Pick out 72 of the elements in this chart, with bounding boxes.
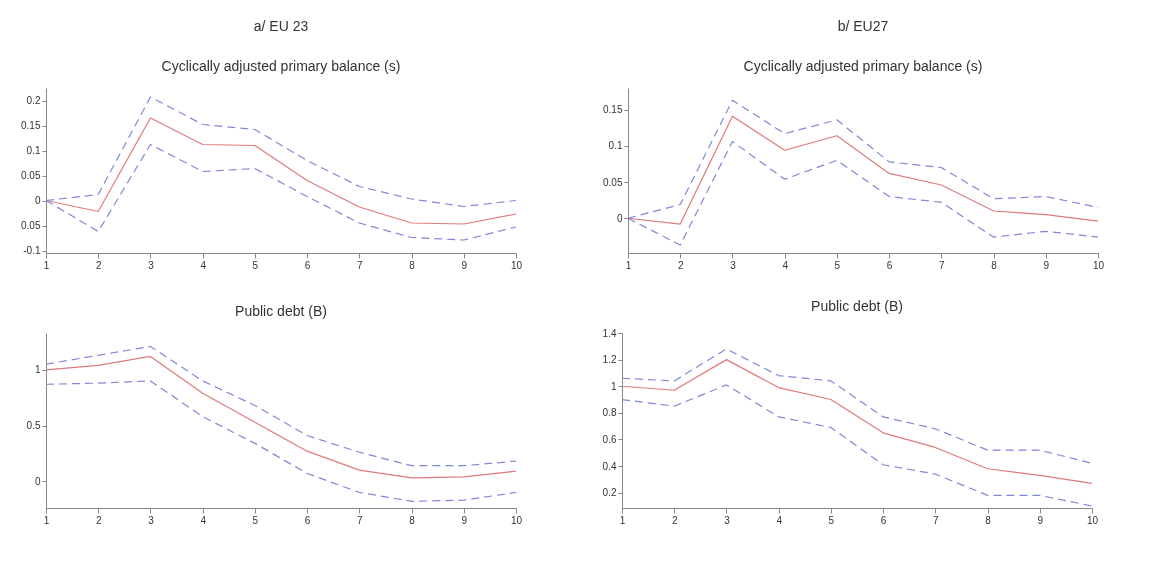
x-tick-label: 5 — [828, 514, 835, 526]
chart-subtitle: Cyclically adjusted primary balance (s) — [743, 58, 983, 74]
x-tick-label: 3 — [730, 259, 737, 271]
x-tick-label: 3 — [148, 514, 155, 526]
y-tick-label: 1 — [34, 364, 41, 376]
line-series — [45, 355, 517, 479]
y-tick-label: 0.05 — [21, 170, 41, 181]
x-tick-label: 6 — [886, 259, 893, 271]
x-tick-label: 4 — [200, 259, 207, 271]
y-tick-label: 0.05 — [21, 220, 41, 231]
chart-subtitle: Cyclically adjusted primary balance (s) — [161, 58, 401, 74]
x-tick-label: 4 — [782, 259, 789, 271]
x-tick-label: 2 — [95, 514, 102, 526]
x-tick-label: 3 — [148, 259, 155, 271]
line-series — [621, 348, 1093, 465]
y-tick-label: 0.05 — [603, 176, 623, 188]
x-tick-label: 5 — [834, 259, 841, 271]
y-tick-label: 0 — [34, 475, 41, 487]
x-tick-label: 2 — [95, 259, 102, 271]
x-tick-label: 2 — [677, 259, 684, 271]
chart-title: Public debt (B) — [811, 298, 903, 314]
y-tick-label: 0.1 — [608, 140, 623, 152]
y-tick-label: 1.4 — [602, 327, 617, 339]
x-tick-label: 10 — [510, 514, 523, 526]
x-tick-label: 9 — [461, 514, 468, 526]
y-tick-label: 0.2 — [602, 487, 617, 499]
x-tick-label: 8 — [991, 259, 998, 271]
x-tick-label: 8 — [985, 514, 992, 526]
x-tick-label: 9 — [461, 259, 468, 271]
x-tick-label: 10 — [1086, 514, 1099, 526]
x-tick-label: 3 — [724, 514, 731, 526]
y-tick-label: 0.2 — [26, 95, 41, 106]
chart-title: b/ EU27 — [837, 18, 889, 34]
x-tick-label: 10 — [1092, 259, 1105, 271]
x-tick-label: 1 — [43, 514, 50, 526]
y-tick-label: 0.8 — [602, 407, 617, 419]
y-tick-label: 0 — [616, 212, 623, 224]
y-tick-label: 0 — [34, 195, 41, 206]
y-tick-label: 0.6 — [602, 433, 617, 445]
chart-title: a/ EU 23 — [253, 18, 309, 34]
y-tick-label: 0.5 — [26, 420, 41, 432]
line-series — [621, 359, 1093, 484]
x-tick-label: 6 — [304, 514, 311, 526]
y-tick-label: 0.4 — [602, 460, 617, 472]
x-tick-label: 9 — [1037, 514, 1044, 526]
y-tick-label: 1.2 — [602, 354, 617, 366]
line-series — [627, 115, 1099, 225]
x-tick-label: 1 — [43, 259, 50, 271]
x-tick-label: 5 — [252, 514, 259, 526]
x-tick-label: 8 — [409, 259, 416, 271]
x-tick-label: 10 — [510, 259, 523, 271]
x-tick-label: 7 — [939, 259, 946, 271]
x-tick-label: 2 — [671, 514, 678, 526]
y-tick-label: -0.1 — [23, 245, 41, 256]
x-tick-label: 7 — [357, 259, 364, 271]
x-tick-label: 1 — [625, 259, 632, 271]
x-tick-label: 9 — [1043, 259, 1050, 271]
x-tick-label: 4 — [200, 514, 207, 526]
y-tick-label: 0.15 — [603, 104, 623, 116]
y-tick-label: 1 — [610, 380, 617, 392]
chart-title: Public debt (B) — [235, 303, 327, 319]
y-tick-label: 0.1 — [26, 145, 41, 156]
x-tick-label: 8 — [409, 514, 416, 526]
line-series — [45, 345, 517, 467]
x-tick-label: 6 — [880, 514, 887, 526]
x-tick-label: 7 — [357, 514, 364, 526]
y-tick-label: 0.15 — [21, 120, 41, 131]
x-tick-label: 5 — [252, 259, 259, 271]
x-tick-label: 4 — [776, 514, 783, 526]
x-tick-label: 7 — [933, 514, 940, 526]
x-tick-label: 6 — [304, 259, 311, 271]
line-series — [45, 380, 517, 502]
